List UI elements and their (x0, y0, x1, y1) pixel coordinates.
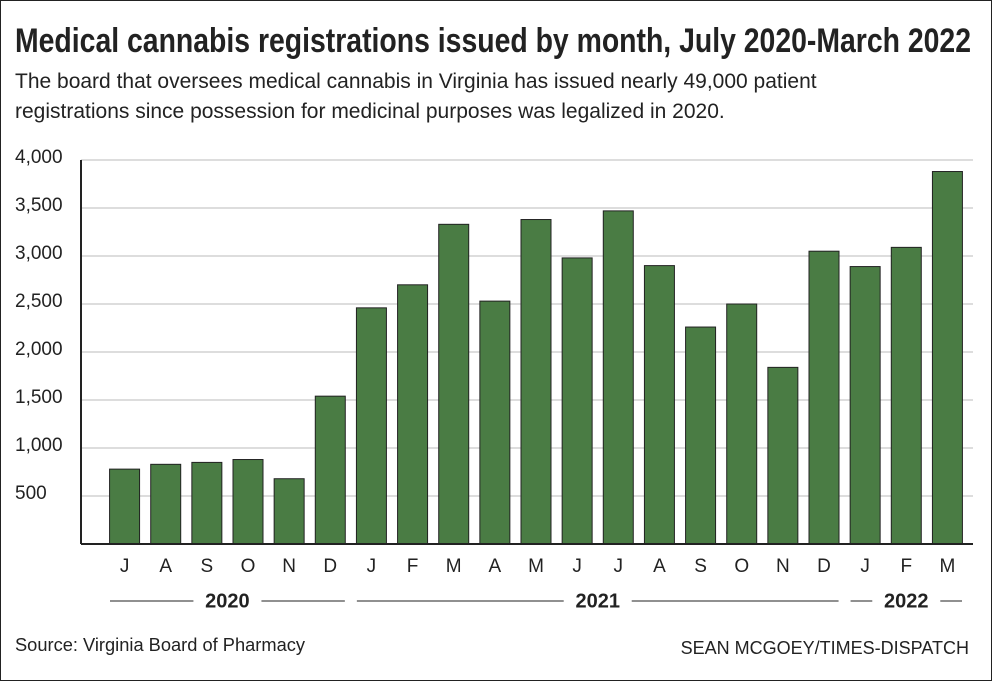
y-tick-label: 1,000 (15, 435, 63, 456)
x-tick-label: J (367, 556, 377, 577)
x-tick-label: S (694, 556, 707, 577)
x-tick-label: J (614, 556, 624, 577)
bar (191, 461, 223, 545)
x-tick-label: M (940, 556, 956, 577)
year-label: 2021 (575, 590, 620, 612)
bar (273, 478, 305, 545)
credit: SEAN MCGOEY/TIMES-DISPATCH (681, 638, 969, 658)
x-tick-label: A (653, 556, 666, 577)
bar (109, 468, 141, 545)
x-tick-label: J (572, 556, 582, 577)
bar (890, 246, 922, 545)
x-tick-label: S (201, 556, 214, 577)
bar (643, 265, 675, 545)
x-tick-label: O (241, 556, 256, 577)
bar (438, 223, 470, 545)
bar (232, 459, 264, 545)
x-tick-label: J (860, 556, 870, 577)
bar (685, 326, 717, 545)
y-tick-label: 1,500 (15, 387, 63, 408)
bar (561, 257, 593, 545)
subtitle: The board that oversees medical cannabis… (15, 70, 817, 123)
bar (520, 219, 552, 545)
y-tick-label: 2,000 (15, 339, 63, 360)
x-tick-label: F (900, 556, 912, 577)
bar (314, 395, 346, 545)
x-tick-label: N (776, 556, 790, 577)
x-tick-label: O (734, 556, 749, 577)
bar (931, 171, 963, 545)
bar (726, 303, 758, 545)
bar (808, 250, 840, 545)
bar (479, 300, 511, 545)
x-tick-label: D (323, 556, 337, 577)
x-tick-label: F (407, 556, 419, 577)
source: Source: Virginia Board of Pharmacy (15, 635, 305, 655)
year-label: 2020 (205, 590, 250, 612)
x-tick-label: A (489, 556, 502, 577)
bar (355, 307, 387, 545)
chart-title: Medical cannabis registrations issued by… (15, 22, 971, 60)
y-tick-label: 3,000 (15, 243, 63, 264)
y-tick-label: 4,000 (15, 147, 63, 168)
bar (849, 266, 881, 545)
x-tick-label: D (817, 556, 831, 577)
x-tick-label: M (528, 556, 544, 577)
y-tick-label: 2,500 (15, 291, 63, 312)
bar (767, 366, 799, 545)
x-tick-label: M (446, 556, 462, 577)
x-tick-label: A (159, 556, 172, 577)
bar (602, 210, 634, 545)
year-label: 2022 (884, 590, 929, 612)
x-tick-label: N (282, 556, 296, 577)
bar (150, 463, 182, 545)
y-tick-label: 500 (15, 483, 47, 504)
y-tick-label: 3,500 (15, 195, 63, 216)
x-tick-label: J (120, 556, 130, 577)
bar (397, 284, 429, 545)
